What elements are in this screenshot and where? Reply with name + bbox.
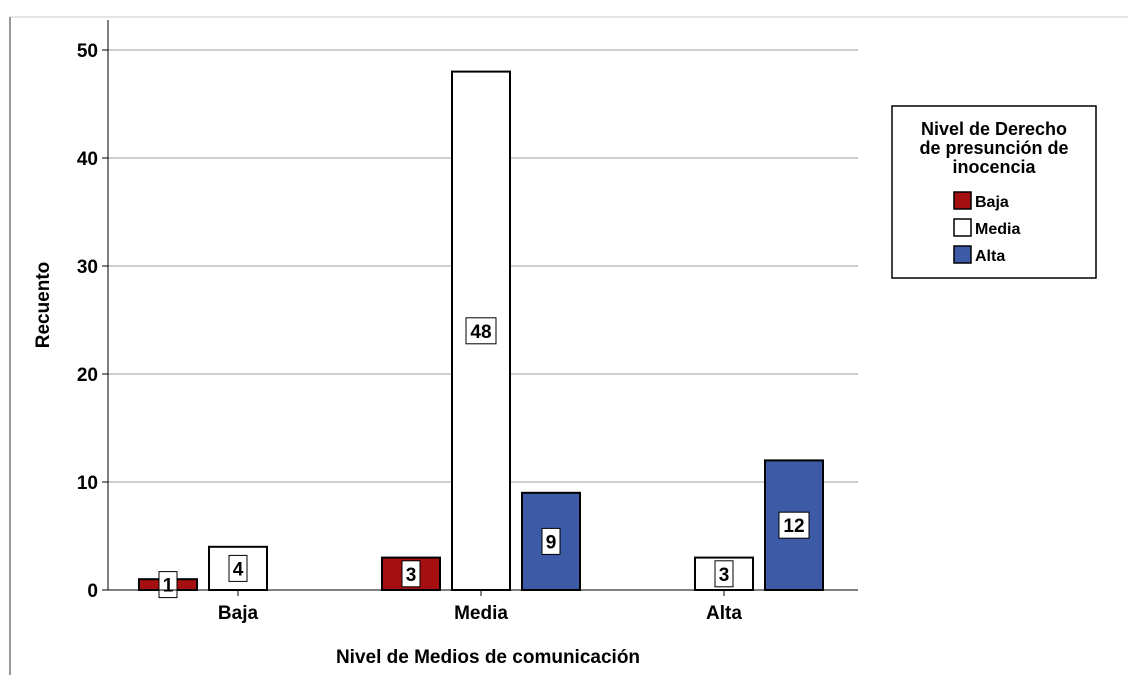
data-label-box — [401, 560, 421, 588]
data-label: 4 — [233, 559, 244, 580]
legend-swatch-media — [953, 218, 972, 237]
data-label: 12 — [783, 516, 804, 537]
x-tick-label: Baja — [218, 603, 259, 624]
y-axis-title: Recuento — [33, 262, 54, 349]
legend-swatch-alta — [953, 245, 972, 264]
data-label: 48 — [470, 322, 491, 343]
bar-alta-alta — [764, 459, 824, 591]
legend-title: inocencia — [952, 157, 1036, 177]
data-label-box — [714, 560, 734, 588]
legend-label-baja: Baja — [975, 194, 1009, 211]
legend-title: de presunción de — [919, 138, 1068, 158]
data-label: 1 — [163, 576, 174, 597]
data-label-box — [541, 527, 561, 555]
data-label-box — [228, 554, 248, 582]
y-tick-label: 40 — [77, 149, 98, 170]
legend-title: Nivel de Derecho — [921, 119, 1067, 139]
y-tick-label: 10 — [77, 473, 98, 494]
legend-label-alta: Alta — [975, 248, 1005, 265]
data-label: 9 — [546, 532, 557, 553]
x-axis-title: Nivel de Medios de comunicación — [336, 647, 640, 668]
y-tick-label: 20 — [77, 365, 98, 386]
data-label-box — [158, 571, 178, 599]
legend-swatch-baja — [953, 191, 972, 210]
x-tick-label: Alta — [706, 603, 742, 624]
chart-frame — [9, 16, 1128, 675]
data-labels: 1 3 4 48 3 9 12 — [158, 317, 810, 599]
legend-box — [891, 105, 1097, 279]
data-label: 3 — [719, 565, 730, 586]
y-tick-label: 0 — [87, 581, 98, 602]
data-label-box — [778, 511, 810, 539]
y-tick-label: 50 — [77, 41, 98, 62]
x-tick-label: Media — [454, 603, 508, 624]
axes: 0 10 20 30 40 50 Baja Media Alta Nivel de Medios … — [33, 20, 858, 668]
data-label: 3 — [406, 565, 417, 586]
data-label-box — [465, 317, 497, 345]
legend-label-media: Media — [975, 221, 1020, 238]
y-tick-label: 30 — [77, 257, 98, 278]
